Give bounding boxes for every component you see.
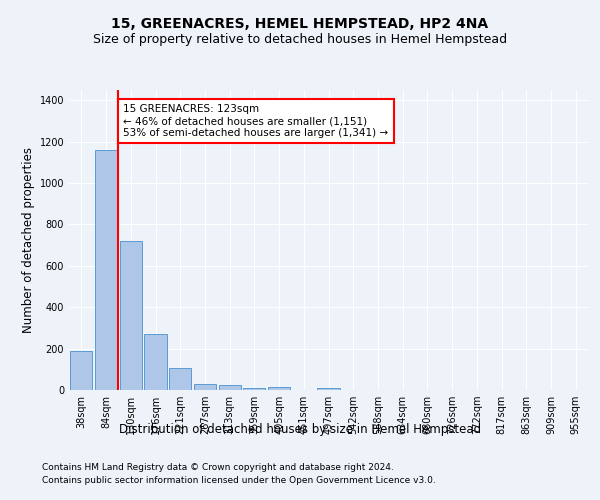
Text: 15, GREENACRES, HEMEL HEMPSTEAD, HP2 4NA: 15, GREENACRES, HEMEL HEMPSTEAD, HP2 4NA bbox=[112, 18, 488, 32]
Text: Contains public sector information licensed under the Open Government Licence v3: Contains public sector information licen… bbox=[42, 476, 436, 485]
Bar bbox=[95, 150, 117, 390]
Bar bbox=[194, 384, 216, 390]
Bar bbox=[169, 368, 191, 390]
Bar bbox=[119, 241, 142, 390]
Text: Contains HM Land Registry data © Crown copyright and database right 2024.: Contains HM Land Registry data © Crown c… bbox=[42, 462, 394, 471]
Text: Size of property relative to detached houses in Hemel Hempstead: Size of property relative to detached ho… bbox=[93, 32, 507, 46]
Bar bbox=[268, 387, 290, 390]
Bar bbox=[218, 386, 241, 390]
Text: Distribution of detached houses by size in Hemel Hempstead: Distribution of detached houses by size … bbox=[119, 422, 481, 436]
Bar bbox=[70, 350, 92, 390]
Bar bbox=[317, 388, 340, 390]
Bar bbox=[243, 388, 265, 390]
Y-axis label: Number of detached properties: Number of detached properties bbox=[22, 147, 35, 333]
Text: 15 GREENACRES: 123sqm
← 46% of detached houses are smaller (1,151)
53% of semi-d: 15 GREENACRES: 123sqm ← 46% of detached … bbox=[124, 104, 388, 138]
Bar bbox=[145, 334, 167, 390]
